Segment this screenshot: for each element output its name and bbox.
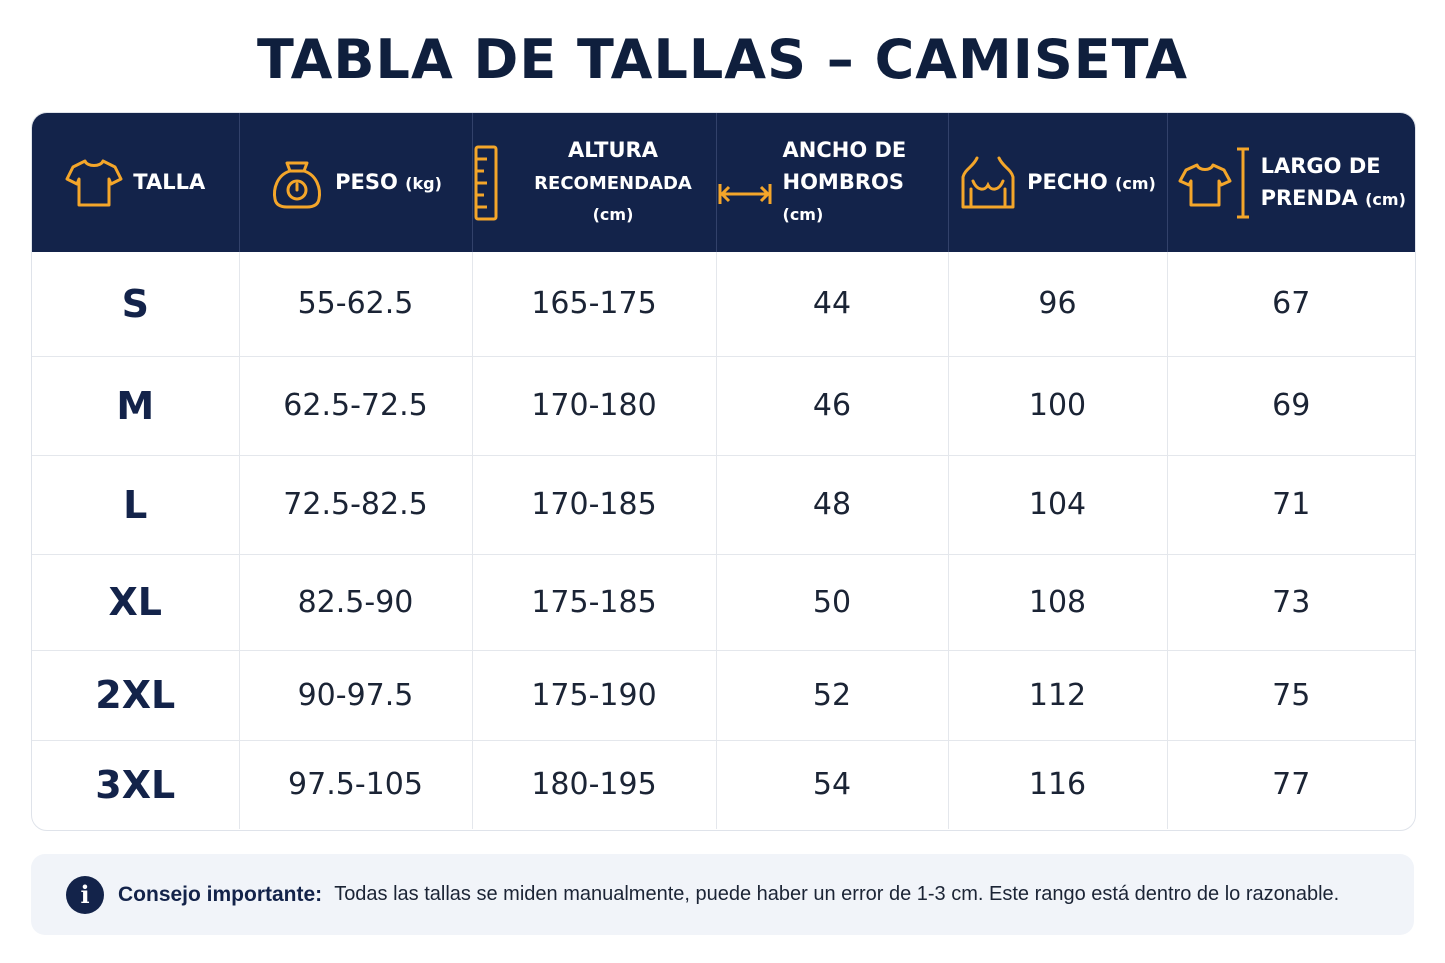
header-altura: ALTURA RECOMENDADA (cm) (472, 113, 717, 252)
hombros-cell: 44 (716, 252, 949, 357)
header-label-text: PESO (335, 169, 398, 194)
peso-cell: 55-62.5 (239, 252, 473, 357)
table-row: XL 82.5-90 175-185 50 108 73 (32, 554, 1415, 651)
size-cell: 3XL (32, 740, 240, 829)
pecho-cell: 112 (948, 650, 1168, 741)
altura-cell: 170-185 (472, 455, 717, 555)
largo-cell: 71 (1167, 455, 1415, 555)
header-label-text: PECHO (1027, 169, 1108, 194)
peso-cell: 62.5-72.5 (239, 356, 473, 456)
size-cell: S (32, 252, 240, 357)
header-label-line1: ANCHO DE (782, 138, 907, 163)
weight-scale-icon (269, 155, 325, 211)
table-row: 2XL 90-97.5 175-190 52 112 75 (32, 650, 1415, 741)
largo-cell: 69 (1167, 356, 1415, 456)
header-label: PESO (kg) (335, 167, 442, 199)
largo-cell: 75 (1167, 650, 1415, 741)
peso-cell: 97.5-105 (239, 740, 473, 829)
peso-cell: 90-97.5 (239, 650, 473, 741)
table-row: M 62.5-72.5 170-180 46 100 69 (32, 356, 1415, 456)
size-table: TALLA PESO (kg) (31, 112, 1416, 831)
header-unit: (cm) (592, 205, 634, 225)
header-label-line2: RECOMENDADA (534, 172, 692, 194)
peso-cell: 82.5-90 (239, 554, 473, 651)
pecho-cell: 104 (948, 455, 1168, 555)
tip-banner: i Consejo importante: Todas las tallas s… (31, 854, 1414, 935)
page-title: TABLA DE TALLAS – CAMISETA (256, 28, 1189, 91)
tip-text: Todas las tallas se miden manualmente, p… (334, 883, 1340, 905)
header-pecho: PECHO (cm) (948, 113, 1168, 252)
largo-cell: 67 (1167, 252, 1415, 357)
header-label-line2: PRENDA (1260, 185, 1358, 210)
pecho-cell: 116 (948, 740, 1168, 829)
header-unit: (cm) (782, 205, 824, 225)
header-label: LARGO DE PRENDA (cm) (1261, 151, 1406, 214)
size-cell: M (32, 356, 240, 456)
table-header-row: TALLA PESO (kg) (32, 113, 1415, 252)
header-peso: PESO (kg) (239, 113, 473, 252)
header-label: TALLA (133, 169, 206, 194)
hombros-cell: 48 (716, 455, 949, 555)
altura-cell: 175-190 (472, 650, 717, 741)
largo-cell: 73 (1167, 554, 1415, 651)
header-largo-prenda: LARGO DE PRENDA (cm) (1167, 113, 1415, 252)
table-row: 3XL 97.5-105 180-195 54 116 77 (32, 740, 1415, 829)
size-cell: XL (32, 554, 240, 651)
header-label: ANCHO DE HOMBROS (cm) (783, 135, 948, 230)
header-unit: (cm) (1115, 173, 1156, 193)
altura-cell: 170-180 (472, 356, 717, 456)
header-talla: TALLA (32, 113, 240, 252)
header-label: PECHO (cm) (1027, 167, 1156, 199)
header-label-line1: LARGO DE (1260, 154, 1381, 178)
size-cell: L (32, 455, 240, 555)
header-label-line2: HOMBROS (782, 169, 904, 194)
size-cell: 2XL (32, 650, 240, 741)
header-unit: (kg) (405, 173, 442, 193)
hombros-cell: 54 (716, 740, 949, 829)
header-unit: (cm) (1365, 189, 1406, 209)
tip-label: Consejo importante: (118, 882, 323, 906)
largo-cell: 77 (1272, 767, 1311, 803)
ruler-icon (473, 145, 501, 221)
table-row: L 72.5-82.5 170-185 48 104 71 (32, 455, 1415, 555)
hombros-cell: 52 (716, 650, 949, 741)
arrows-horizontal-icon (717, 181, 773, 207)
hombros-cell: 50 (716, 554, 949, 651)
torso-icon (959, 155, 1017, 211)
peso-cell: 72.5-82.5 (239, 455, 473, 555)
altura-cell: 165-175 (472, 252, 717, 357)
header-label-line1: ALTURA (568, 138, 658, 163)
altura-cell: 180-195 (472, 740, 717, 829)
hombros-cell: 46 (716, 356, 949, 456)
pecho-cell: 96 (948, 252, 1168, 357)
header-label: ALTURA RECOMENDADA (cm) (511, 135, 716, 230)
tshirt-icon (65, 157, 123, 209)
info-icon: i (66, 875, 104, 914)
header-ancho-hombros: ANCHO DE HOMBROS (cm) (716, 113, 949, 252)
pecho-cell: 100 (948, 356, 1168, 456)
table-row: S 55-62.5 165-175 44 96 67 (32, 252, 1415, 357)
altura-cell: 175-185 (472, 554, 717, 651)
pecho-cell: 108 (948, 554, 1168, 651)
tshirt-length-icon (1177, 145, 1251, 221)
